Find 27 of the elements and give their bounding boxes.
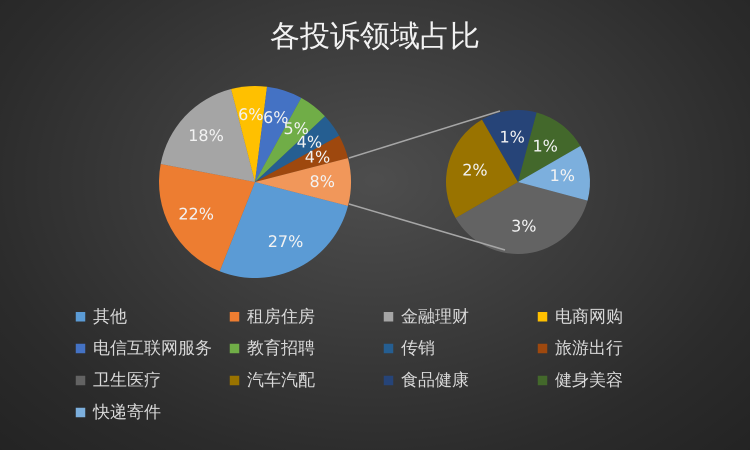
legend-label: 租房住房 xyxy=(247,306,315,327)
legend-label: 电商网购 xyxy=(555,306,623,327)
legend-label: 其他 xyxy=(93,306,127,327)
data-label: 22% xyxy=(178,204,214,224)
chart-title: 各投诉领域占比 xyxy=(270,19,480,54)
data-label: 1% xyxy=(550,166,575,186)
data-label: 3% xyxy=(511,216,537,236)
legend-label: 旅游出行 xyxy=(555,338,623,358)
legend-label: 金融理财 xyxy=(401,306,469,327)
legend-label: 传销 xyxy=(401,338,435,358)
legend-label: 教育招聘 xyxy=(247,338,315,358)
data-label: 18% xyxy=(188,126,224,146)
data-label: 4% xyxy=(304,147,330,166)
legend-label: 电信互联网服务 xyxy=(93,338,212,358)
legend-label: 食品健康 xyxy=(401,370,469,390)
pie-slice xyxy=(159,164,255,272)
data-label: 27% xyxy=(268,232,304,251)
legend-label: 卫生医疗 xyxy=(93,370,161,390)
data-label: 1% xyxy=(499,128,525,147)
data-label: 1% xyxy=(532,136,558,156)
data-label: 6% xyxy=(238,104,264,124)
data-label: 8% xyxy=(310,172,335,191)
pie-slice xyxy=(456,182,588,254)
data-label: 2% xyxy=(462,160,488,180)
legend-label: 汽车汽配 xyxy=(247,370,315,390)
legend-label: 快递寄件 xyxy=(92,402,161,422)
legend-label: 健身美容 xyxy=(555,370,623,390)
